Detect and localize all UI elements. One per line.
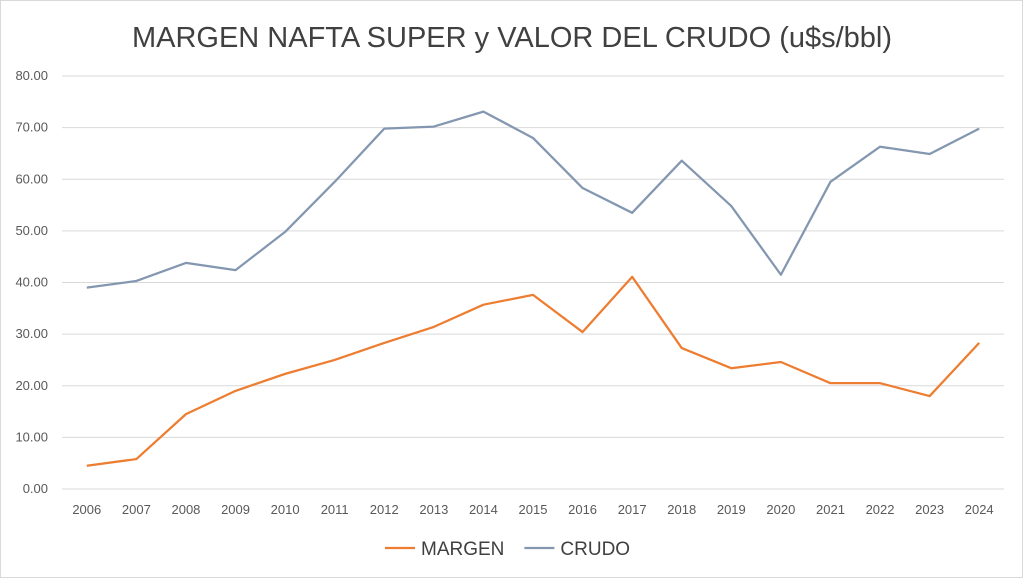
x-tick-label: 2021 [816,502,845,517]
x-tick-label: 2020 [766,502,795,517]
x-tick-label: 2015 [519,502,548,517]
x-tick-label: 2022 [866,502,895,517]
x-tick-label: 2018 [667,502,696,517]
y-tick-label: 20.00 [15,378,48,393]
x-tick-label: 2014 [469,502,498,517]
x-tick-label: 2008 [171,502,200,517]
x-tick-label: 2013 [419,502,448,517]
chart-title: MARGEN NAFTA SUPER y VALOR DEL CRUDO (u$… [132,22,892,54]
y-tick-label: 10.00 [15,429,48,444]
y-tick-label: 30.00 [15,326,48,341]
legend-label-crudo: CRUDO [560,539,630,560]
y-tick-label: 0.00 [23,481,48,496]
x-tick-label: 2024 [965,502,994,517]
legend-label-margen: MARGEN [421,539,504,560]
x-tick-label: 2006 [72,502,101,517]
x-tick-label: 2007 [122,502,151,517]
x-tick-label: 2023 [915,502,944,517]
y-tick-label: 80.00 [15,68,48,83]
x-tick-label: 2017 [618,502,647,517]
x-tick-label: 2009 [221,502,250,517]
y-tick-label: 60.00 [15,171,48,186]
x-tick-label: 2010 [271,502,300,517]
y-tick-label: 70.00 [15,120,48,135]
x-tick-label: 2011 [321,502,349,517]
y-tick-label: 50.00 [15,223,48,238]
x-tick-label: 2019 [717,502,746,517]
y-tick-label: 40.00 [15,275,48,290]
x-tick-label: 2016 [568,502,597,517]
x-tick-label: 2012 [370,502,399,517]
